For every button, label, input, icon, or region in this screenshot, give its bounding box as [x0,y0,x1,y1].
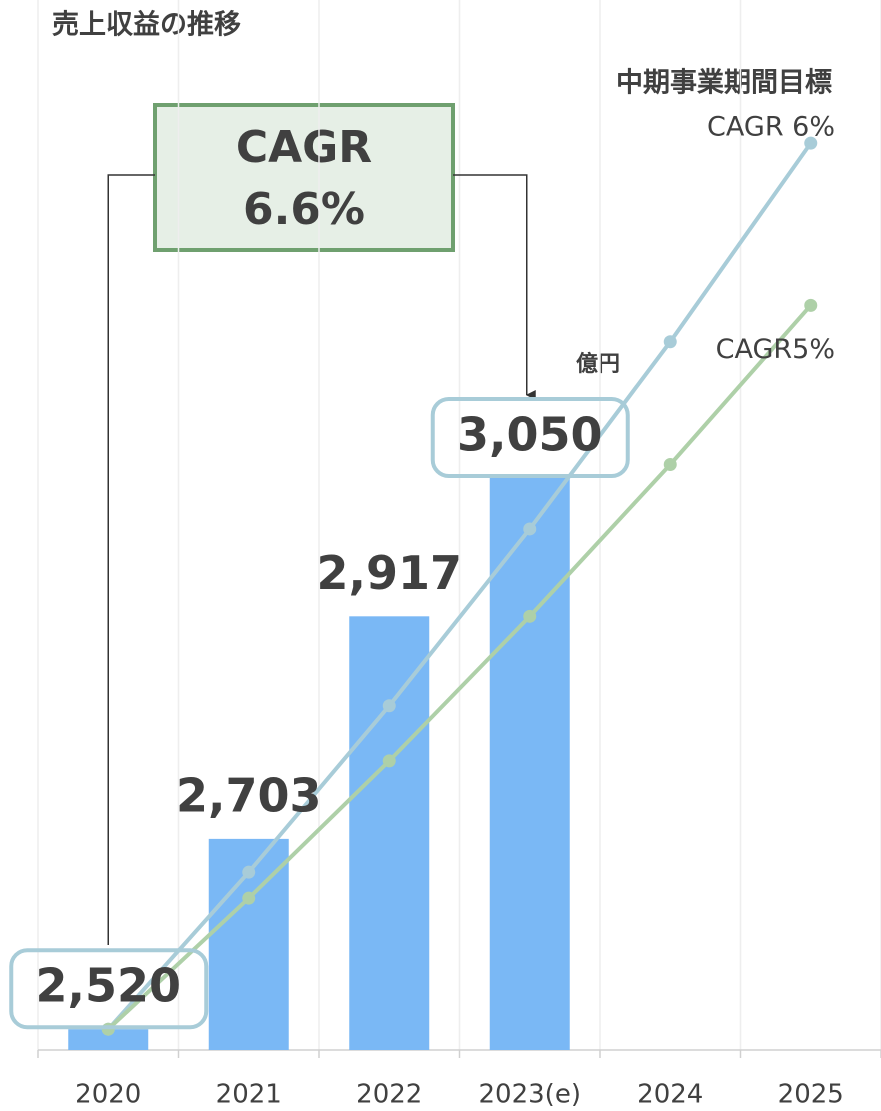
point [804,298,818,312]
point [382,699,396,713]
annotation-line: CAGR [236,122,372,173]
series-label: CAGR 6% [707,112,835,143]
point [242,865,256,879]
x-tick-label: 2025 [778,1080,844,1110]
annotation-line: 6.6% [243,184,365,235]
line [106,141,813,1031]
bracket [107,174,155,945]
point [382,754,396,768]
point [242,891,256,905]
bar [68,1029,149,1050]
data-label: 2,703 [176,768,322,822]
point [523,522,537,536]
x-tick-label: 2023(e) [479,1080,581,1110]
label-box [430,397,630,478]
data-label: 2,917 [316,546,462,600]
bracket [453,174,536,400]
bar [489,478,570,1050]
label-box [9,948,209,1030]
point [663,457,677,471]
unit-label: 億円 [576,351,620,377]
annotation-box [153,103,455,252]
point [804,136,818,150]
series-label: CAGR5% [716,334,835,365]
target-label: 中期事業期間目標 [616,68,832,99]
x-tick-label: 2020 [75,1080,141,1110]
data-label: 3,050 [457,408,603,462]
bar [349,616,430,1050]
x-tick-label: 2022 [356,1080,422,1110]
x-tick-label: 2024 [637,1080,703,1110]
chart-title: 売上収益の推移 [52,10,241,41]
x-tick-label: 2021 [216,1080,282,1110]
point [663,335,677,349]
line [106,304,813,1031]
data-label: 2,520 [35,959,181,1013]
point [523,609,537,623]
